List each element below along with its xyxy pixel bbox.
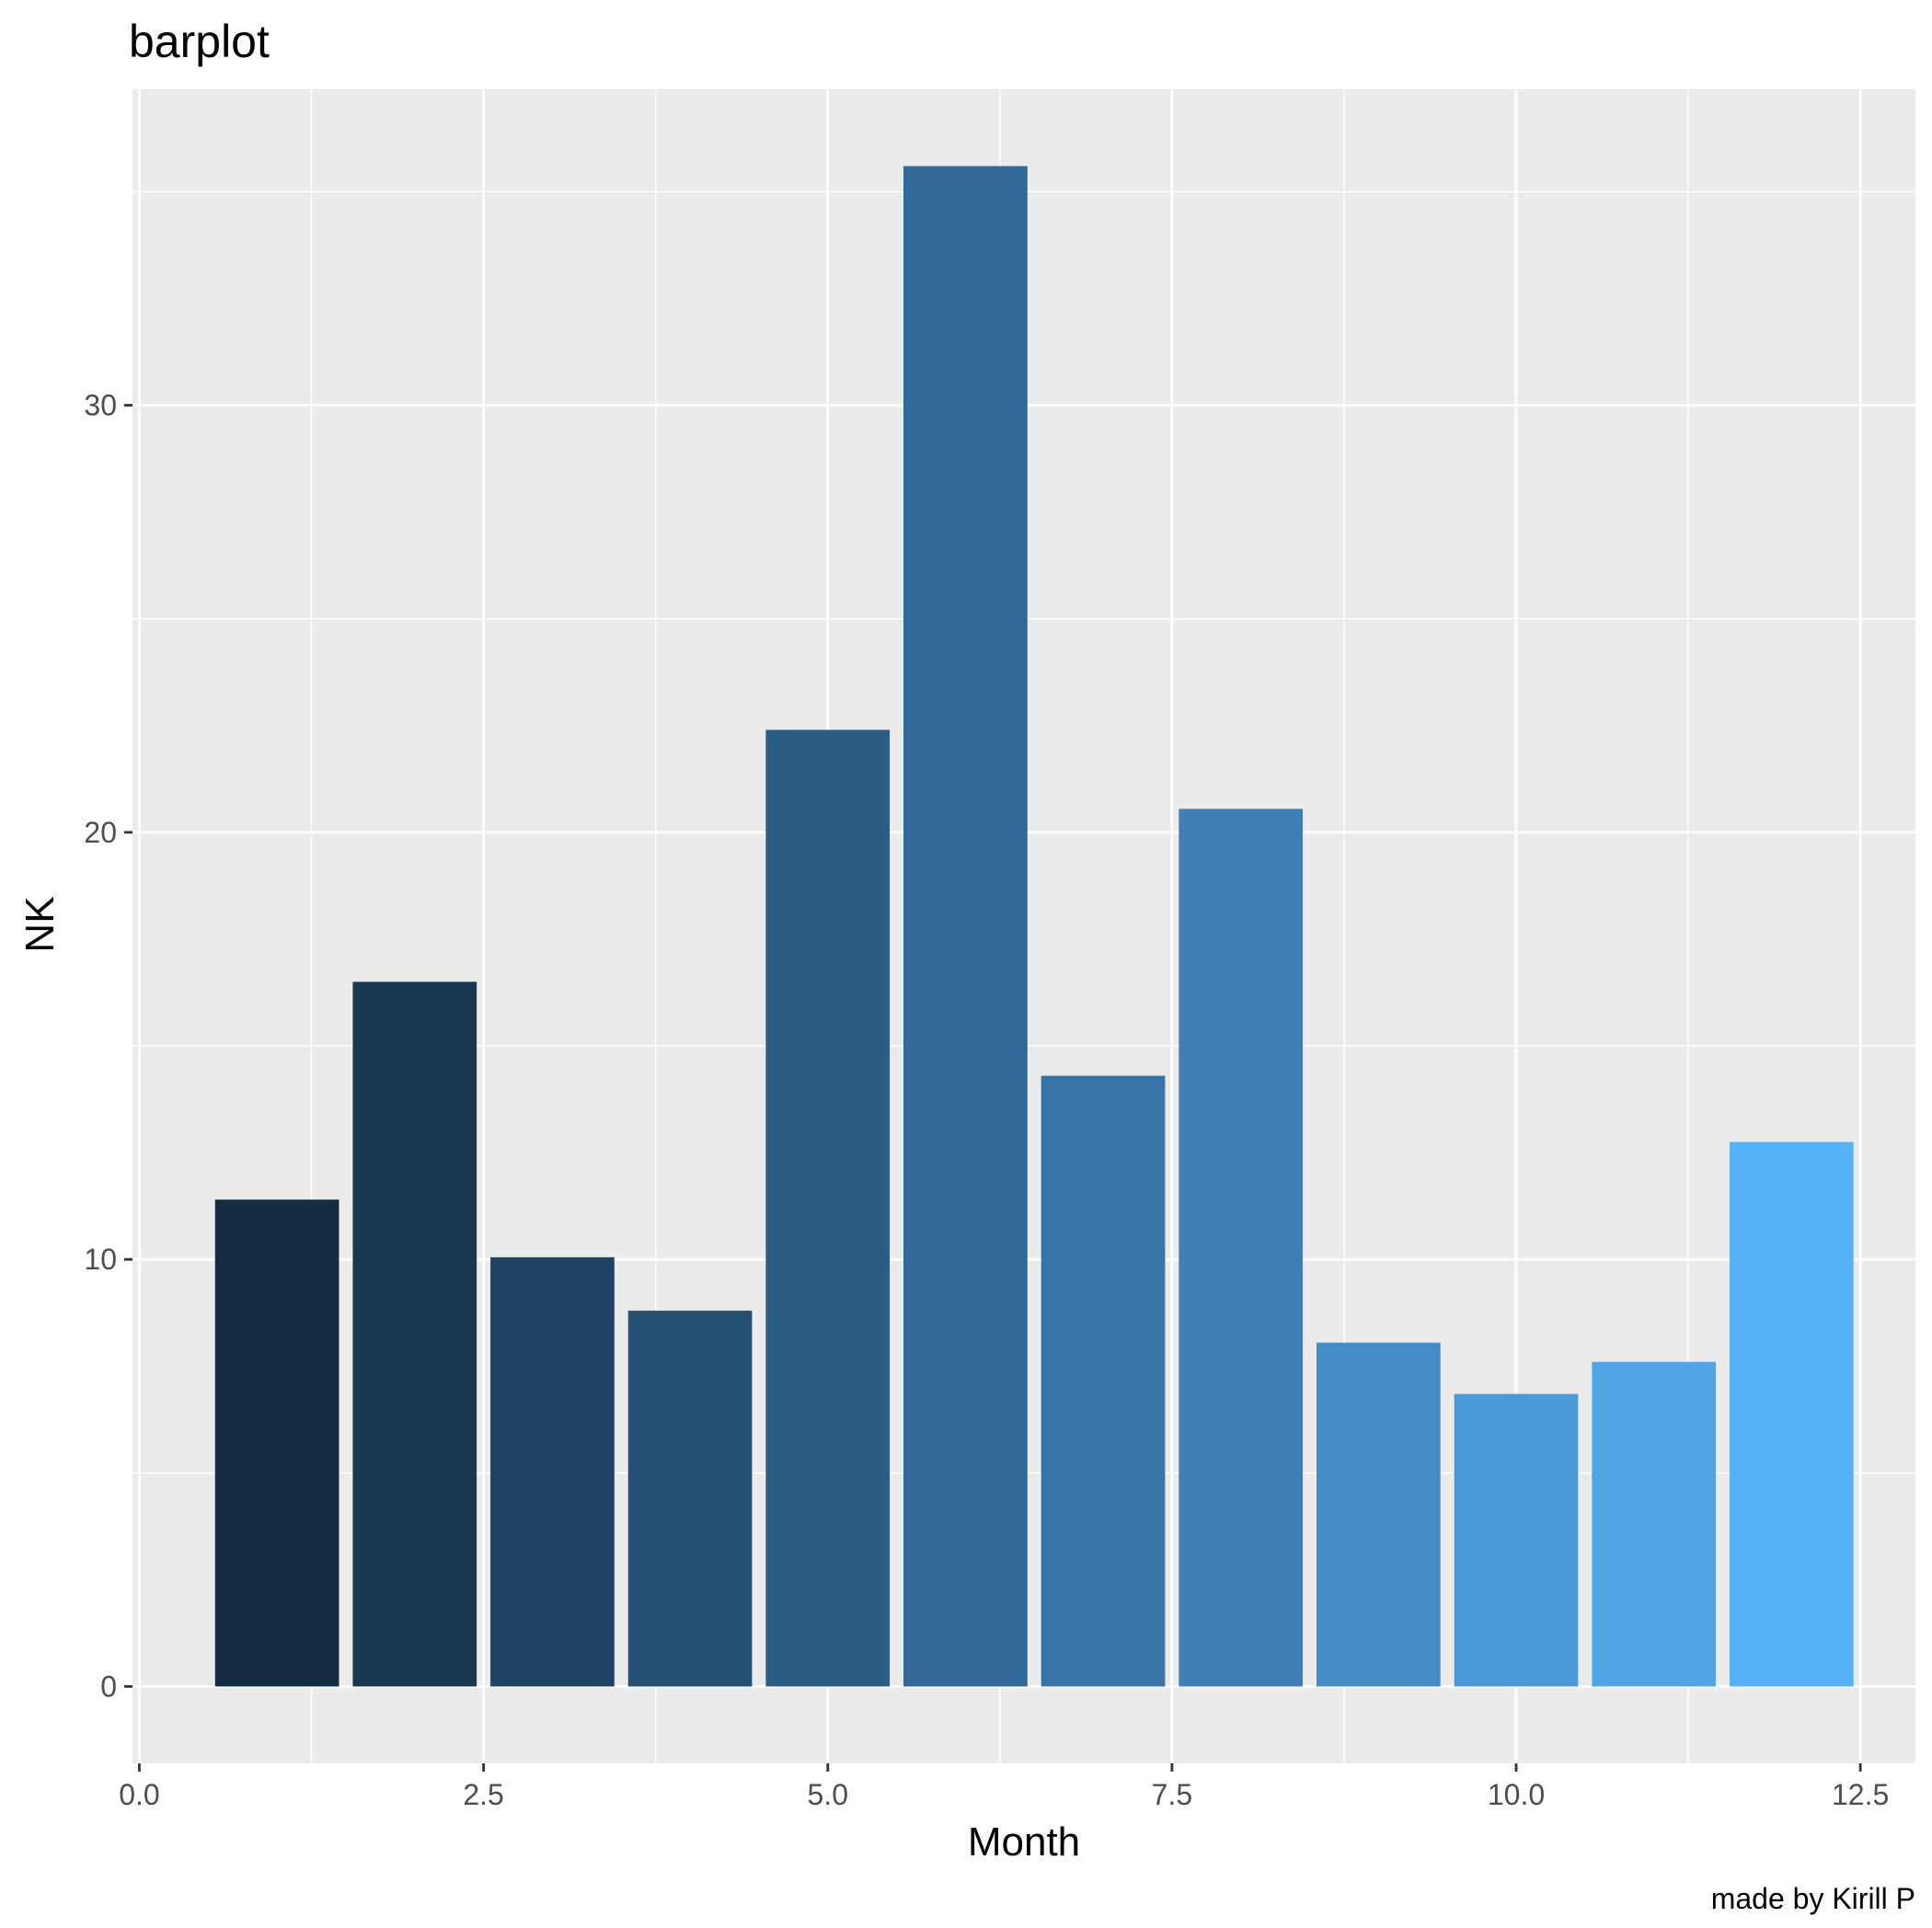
x-tick-label: 2.5: [463, 1778, 503, 1811]
bar-month-8: [1179, 809, 1304, 1687]
bar-month-6: [903, 166, 1028, 1687]
y-tick-label: 30: [84, 389, 117, 422]
bar-month-11: [1592, 1361, 1717, 1687]
y-tick-label: 20: [84, 816, 117, 849]
bar-month-9: [1317, 1342, 1441, 1687]
x-tick-label: 12.5: [1832, 1778, 1889, 1811]
x-tick-label: 10.0: [1488, 1778, 1545, 1811]
bar-month-10: [1454, 1394, 1579, 1687]
y-axis-title: NK: [17, 896, 63, 952]
x-tick-label: 7.5: [1152, 1778, 1192, 1811]
bar-month-3: [490, 1257, 615, 1687]
x-axis: 0.0 2.5 5.0 7.5 10.0 12.5: [119, 1763, 1889, 1811]
caption: made by Kirill P: [1711, 1882, 1915, 1915]
bar-month-5: [765, 729, 891, 1687]
bar-month-7: [1041, 1075, 1166, 1687]
x-tick-label: 0.0: [119, 1778, 159, 1811]
y-tick-label: 10: [84, 1243, 117, 1276]
bar-month-2: [352, 981, 477, 1687]
bars: [214, 166, 1854, 1687]
x-axis-title: Month: [968, 1819, 1080, 1865]
y-tick-label: 0: [100, 1670, 117, 1703]
y-axis: 0 10 20 30: [84, 389, 132, 1703]
bar-month-12: [1729, 1142, 1854, 1687]
x-tick-label: 5.0: [808, 1778, 848, 1811]
bar-month-1: [214, 1199, 339, 1687]
chart-title: barplot: [129, 16, 270, 67]
bar-month-4: [627, 1310, 753, 1687]
